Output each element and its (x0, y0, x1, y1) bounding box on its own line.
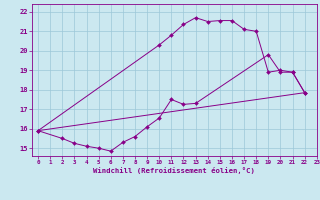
X-axis label: Windchill (Refroidissement éolien,°C): Windchill (Refroidissement éolien,°C) (93, 167, 255, 174)
